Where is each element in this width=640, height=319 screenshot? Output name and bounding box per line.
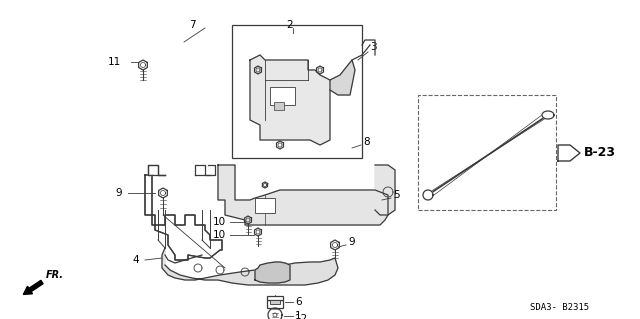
Text: 11: 11 bbox=[108, 57, 121, 67]
Text: 3: 3 bbox=[370, 42, 376, 52]
Bar bbox=[267, 296, 283, 300]
Polygon shape bbox=[148, 165, 165, 175]
Text: 6: 6 bbox=[295, 297, 301, 307]
Polygon shape bbox=[218, 165, 388, 225]
Polygon shape bbox=[375, 165, 395, 215]
Text: 1: 1 bbox=[295, 311, 301, 319]
Bar bbox=[255, 198, 275, 213]
Polygon shape bbox=[145, 175, 222, 260]
Bar bbox=[270, 87, 295, 105]
Text: 4: 4 bbox=[132, 255, 139, 265]
Text: 5: 5 bbox=[393, 190, 399, 200]
Polygon shape bbox=[162, 248, 338, 285]
Bar bbox=[267, 300, 283, 308]
FancyArrow shape bbox=[23, 280, 43, 294]
Text: 7: 7 bbox=[189, 20, 195, 30]
Text: 9: 9 bbox=[348, 237, 355, 247]
Text: B-23: B-23 bbox=[584, 146, 616, 160]
Text: FR.: FR. bbox=[46, 270, 64, 280]
Text: 8: 8 bbox=[363, 137, 370, 147]
Text: SDA3- B2315: SDA3- B2315 bbox=[530, 303, 589, 313]
Bar bbox=[270, 300, 280, 304]
Text: 9: 9 bbox=[115, 188, 122, 198]
Text: 12: 12 bbox=[295, 314, 308, 319]
Text: 10: 10 bbox=[213, 217, 226, 227]
Polygon shape bbox=[423, 190, 433, 200]
Bar bbox=[274, 102, 284, 110]
Bar bbox=[418, 95, 556, 210]
Text: 10: 10 bbox=[213, 230, 226, 240]
Polygon shape bbox=[558, 145, 580, 161]
Bar bbox=[232, 25, 362, 158]
Polygon shape bbox=[250, 55, 330, 145]
Polygon shape bbox=[542, 111, 554, 119]
Text: 2: 2 bbox=[287, 20, 293, 30]
Polygon shape bbox=[330, 60, 355, 95]
Polygon shape bbox=[255, 262, 290, 283]
